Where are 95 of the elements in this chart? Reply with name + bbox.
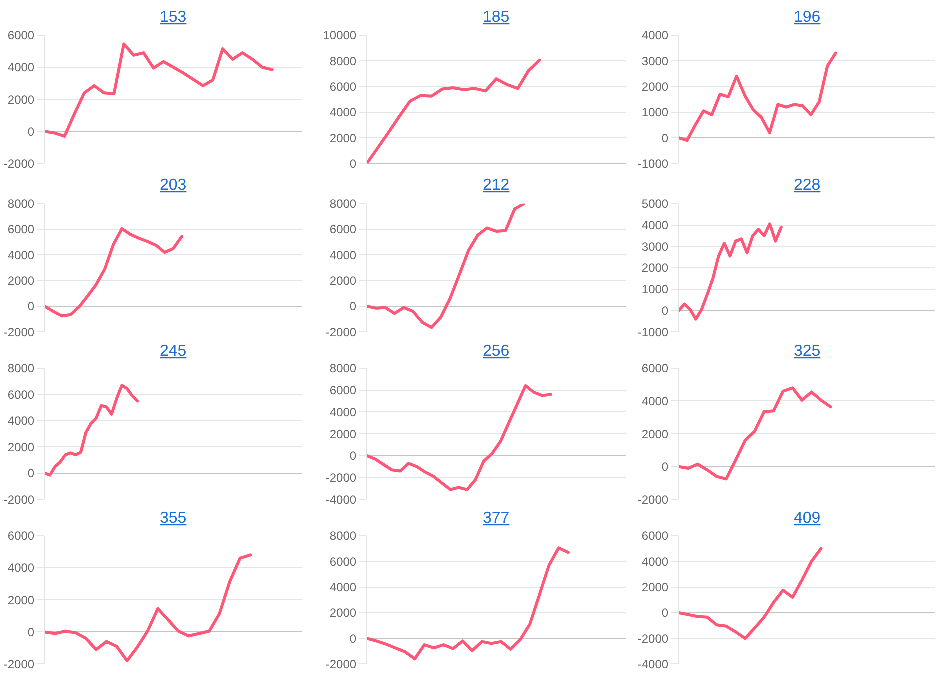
chart-title: 245 (160, 343, 187, 360)
y-tick-label: 6000 (8, 222, 35, 237)
chart-title: 256 (483, 343, 510, 360)
y-tick-label: 4000 (642, 394, 669, 408)
y-tick-label: -2000 (326, 657, 357, 672)
chart-title: 409 (794, 510, 821, 527)
y-tick-label: 0 (28, 124, 35, 139)
y-tick-label: 2000 (642, 580, 669, 594)
y-tick-label: 0 (28, 625, 35, 640)
line-series (679, 222, 783, 321)
y-tick-label: 2000 (8, 274, 35, 288)
y-tick-label: 6000 (8, 529, 35, 544)
y-tick-label: -2000 (326, 471, 357, 486)
y-tick-label: -2000 (638, 632, 669, 646)
y-tick-label: 8000 (330, 197, 357, 212)
line-series (367, 58, 542, 164)
line-series (45, 384, 140, 477)
y-tick-label: 8000 (330, 529, 357, 544)
y-tick-label: -4000 (326, 492, 357, 507)
y-tick-label: 2000 (8, 440, 35, 454)
chart-title: 325 (794, 343, 821, 360)
y-tick-label: -2000 (4, 325, 35, 340)
y-tick-label: 0 (350, 300, 357, 314)
y-tick-label: 6000 (330, 222, 357, 237)
y-tick-label: 2000 (330, 131, 357, 146)
line-series (367, 546, 570, 661)
y-tick-label: 4000 (642, 554, 669, 569)
chart-title: 196 (794, 9, 821, 26)
line-series (679, 386, 832, 481)
y-tick-label: 2000 (330, 606, 357, 620)
y-tick-label: 2000 (8, 92, 35, 107)
chart-title: 185 (483, 9, 510, 26)
y-tick-label: 1000 (642, 282, 669, 297)
y-tick-label: 2000 (8, 593, 35, 608)
y-tick-label: 8000 (8, 197, 35, 212)
y-tick-label: 2000 (642, 427, 669, 442)
y-tick-label: -2000 (4, 492, 35, 507)
line-series (679, 52, 838, 142)
line-series (367, 204, 526, 330)
y-tick-label: 4000 (330, 580, 357, 594)
y-tick-label: 6000 (642, 529, 669, 544)
y-tick-label: -2000 (326, 325, 357, 340)
y-tick-label: 6000 (330, 384, 357, 398)
y-tick-label: 4000 (330, 405, 357, 420)
y-tick-label: 2000 (642, 80, 669, 94)
chart-title: 355 (160, 510, 187, 527)
y-tick-label: 10000 (323, 28, 357, 43)
y-tick-label: 8000 (330, 54, 357, 68)
chart-title: 228 (794, 177, 821, 194)
y-tick-label: -2000 (4, 657, 35, 672)
y-tick-label: 2000 (642, 261, 669, 276)
y-tick-label: 4000 (8, 561, 35, 576)
y-tick-label: 0 (350, 449, 357, 464)
y-tick-label: 0 (28, 466, 35, 481)
y-tick-label: 3000 (642, 54, 669, 68)
y-tick-label: 6000 (330, 554, 357, 569)
y-tick-label: -2000 (4, 156, 35, 171)
y-tick-label: 0 (28, 300, 35, 314)
line-series (45, 227, 184, 318)
line-series (367, 384, 552, 492)
y-tick-label: 0 (662, 460, 669, 474)
chart-title: 203 (160, 177, 187, 194)
chart-title: 153 (160, 9, 187, 26)
y-tick-label: 4000 (642, 28, 669, 43)
y-tick-label: 2000 (330, 274, 357, 288)
y-tick-label: 8000 (330, 362, 357, 376)
chart-title: 377 (483, 510, 510, 527)
y-tick-label: 4000 (330, 248, 357, 262)
y-tick-label: -1000 (638, 325, 669, 340)
y-tick-label: -4000 (638, 657, 669, 672)
line-series (45, 554, 252, 663)
y-tick-label: 6000 (8, 388, 35, 402)
y-tick-label: 4000 (642, 218, 669, 232)
y-tick-label: 4000 (8, 60, 35, 75)
y-tick-label: 2000 (330, 427, 357, 442)
y-tick-label: 0 (350, 156, 357, 171)
y-tick-label: 5000 (642, 197, 669, 212)
y-tick-label: 0 (662, 131, 669, 146)
y-tick-label: 6000 (642, 362, 669, 376)
line-series (45, 42, 274, 138)
y-tick-label: 3000 (642, 240, 669, 254)
y-tick-label: 6000 (8, 28, 35, 43)
y-tick-label: 6000 (330, 80, 357, 94)
y-tick-label: 0 (662, 304, 669, 318)
y-tick-label: -2000 (638, 492, 669, 507)
y-tick-label: 4000 (330, 106, 357, 120)
y-tick-label: -1000 (638, 156, 669, 171)
line-series (679, 547, 823, 640)
y-tick-label: 4000 (8, 414, 35, 428)
y-tick-label: 4000 (8, 248, 35, 262)
y-tick-label: 8000 (8, 362, 35, 376)
y-tick-label: 0 (350, 632, 357, 646)
y-tick-label: 1000 (642, 106, 669, 120)
chart-title: 212 (483, 177, 510, 194)
y-tick-label: 0 (662, 606, 669, 620)
